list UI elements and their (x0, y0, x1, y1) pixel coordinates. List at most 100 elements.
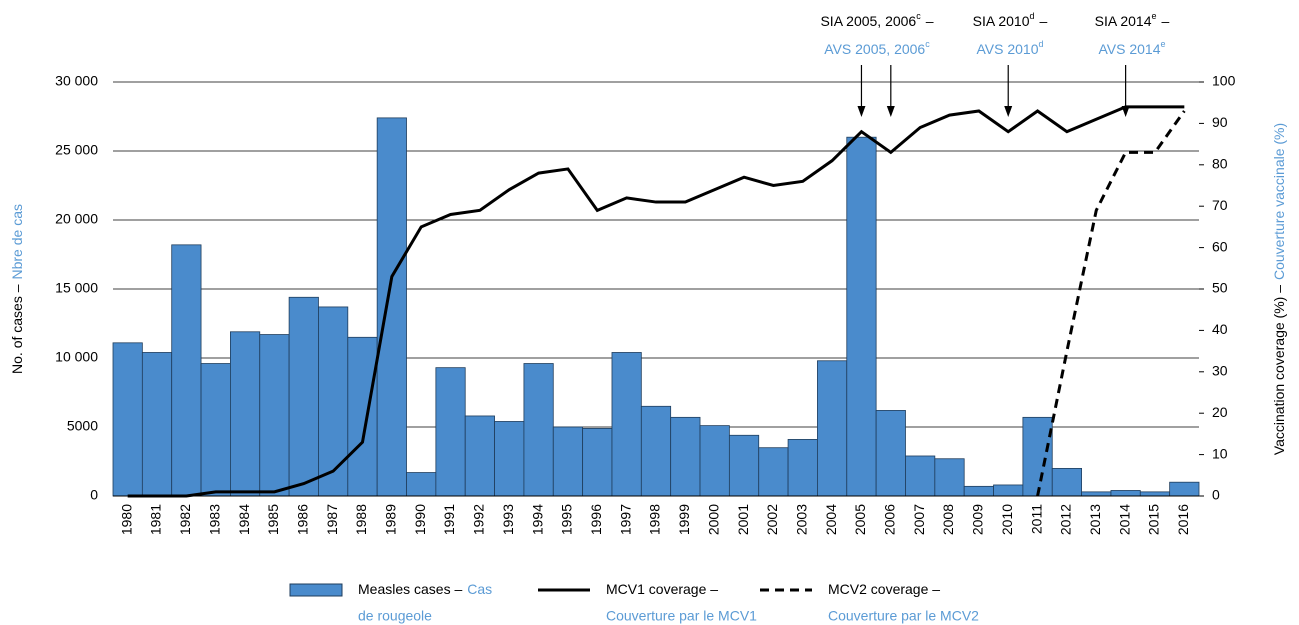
bar (758, 447, 789, 497)
bar (288, 296, 319, 497)
bar (230, 331, 261, 497)
legend-label: MCV1 coverage – (606, 581, 718, 597)
x-tick-label: 1998 (647, 504, 663, 535)
x-tick-label: 1996 (588, 504, 604, 535)
x-tick-label: 2009 (970, 504, 986, 535)
y2-tick-label: 0 (1212, 487, 1220, 503)
annotation: SIA 2005, 2006c – (820, 11, 933, 28)
x-tick-label: 2005 (852, 504, 868, 535)
annotation-label-fr: AVS 2005, 2006 (824, 41, 925, 57)
y2-tick-label: 20 (1212, 404, 1228, 420)
legend-label: MCV2 coverage – (828, 581, 940, 597)
line (127, 105, 1185, 498)
legend-label-en: Measles cases – (358, 581, 462, 597)
bar (1081, 491, 1112, 497)
bar (318, 306, 349, 497)
bar (963, 485, 994, 497)
annotation-label-fr: AVS 2010 (976, 41, 1038, 57)
x-tick-label: 1988 (353, 504, 369, 535)
legend-label-fr: de rougeole (358, 608, 432, 624)
y2-tick-label: 100 (1212, 73, 1236, 89)
y2-tick-label: 30 (1212, 363, 1228, 379)
bar (112, 342, 143, 497)
y2-axis-title-en: Vaccination coverage (%) – (1271, 285, 1287, 455)
bar (846, 136, 877, 497)
bar (611, 352, 642, 497)
bar (347, 336, 378, 497)
x-tick-label: 2008 (940, 504, 956, 535)
x-tick-label: 1985 (265, 504, 281, 535)
bar (171, 244, 202, 497)
x-tick-label: 1994 (529, 504, 545, 535)
legend-label: Measles cases – Cas (358, 581, 492, 597)
bar (494, 421, 525, 497)
annotation-dash: – (1162, 13, 1170, 29)
arrow-head (1121, 106, 1130, 117)
arrow-head (857, 106, 866, 117)
bar (699, 425, 730, 497)
annotation: SIA 2014e – (1095, 11, 1170, 28)
bar (1139, 491, 1171, 497)
legend-swatch (289, 583, 343, 597)
bar (728, 434, 760, 497)
annotation: SIA 2010d – (973, 11, 1048, 28)
x-tick-label: 2007 (911, 504, 927, 535)
bar (464, 415, 495, 497)
bar (1169, 481, 1200, 497)
bar (817, 360, 848, 497)
x-tick-label: 2003 (793, 504, 809, 535)
bar (670, 416, 701, 497)
annotation-fr: AVS 2010d (976, 39, 1043, 56)
bar (640, 405, 672, 497)
legend-label-en: MCV1 coverage – (606, 581, 718, 597)
bar (905, 455, 936, 497)
x-tick-label: 1983 (206, 504, 222, 535)
annotation-label: SIA 2010 (973, 13, 1030, 29)
x-tick-label: 2012 (1058, 504, 1074, 535)
x-tick-label: 1999 (676, 504, 692, 535)
y2-tick-label: 10 (1212, 445, 1228, 461)
x-tick-label: 2000 (705, 504, 721, 535)
legend-label-fr: Couverture par le MCV1 (606, 608, 757, 624)
y-tick-label: 25 000 (55, 142, 98, 158)
arrow-head (886, 106, 895, 117)
bar (376, 117, 407, 497)
y2-axis-title: Vaccination coverage (%) – Couverture vac… (1271, 123, 1287, 455)
bar (582, 427, 613, 497)
x-tick-label: 2014 (1116, 504, 1132, 535)
legend-label-fr: Couverture par le MCV2 (828, 608, 979, 624)
annotation-sup: e (1152, 11, 1157, 21)
x-tick-label: 1981 (148, 504, 164, 535)
y2-tick-label: 80 (1212, 156, 1228, 172)
bar (1110, 490, 1141, 497)
legend-label-en: MCV2 coverage – (828, 581, 940, 597)
y-axis-title: No. of cases – Nbre de cas (9, 204, 25, 374)
annotation-dash: – (1040, 13, 1048, 29)
x-tick-label: 1990 (412, 504, 428, 535)
x-tick-label: 2001 (735, 504, 751, 535)
x-tick-label: 1993 (500, 504, 516, 535)
legend-label-fr: Cas (467, 581, 492, 597)
x-tick-label: 1995 (559, 504, 575, 535)
x-tick-label: 2016 (1175, 504, 1191, 535)
bar (406, 472, 437, 497)
bar (875, 410, 906, 497)
bar (523, 363, 554, 497)
bar (141, 352, 173, 497)
bar (200, 363, 231, 497)
y2-tick-label: 40 (1212, 321, 1228, 337)
y-axis-title-en: No. of cases – (9, 284, 25, 374)
x-tick-label: 1984 (236, 504, 252, 535)
y2-axis-title-fr: Couverture vaccinale (%) (1271, 123, 1287, 280)
x-tick-label: 2002 (764, 504, 780, 535)
annotation-sup-fr: d (1039, 39, 1044, 49)
annotation-label: SIA 2014 (1095, 13, 1152, 29)
x-tick-label: 1986 (294, 504, 310, 535)
x-tick-label: 1992 (471, 504, 487, 535)
bar (787, 439, 818, 497)
bar (1051, 467, 1082, 497)
y-tick-label: 30 000 (55, 73, 98, 89)
x-tick-label: 1980 (118, 504, 134, 535)
y-axis-title-fr: Nbre de cas (9, 204, 25, 279)
annotation-label: SIA 2005, 2006 (820, 13, 916, 29)
